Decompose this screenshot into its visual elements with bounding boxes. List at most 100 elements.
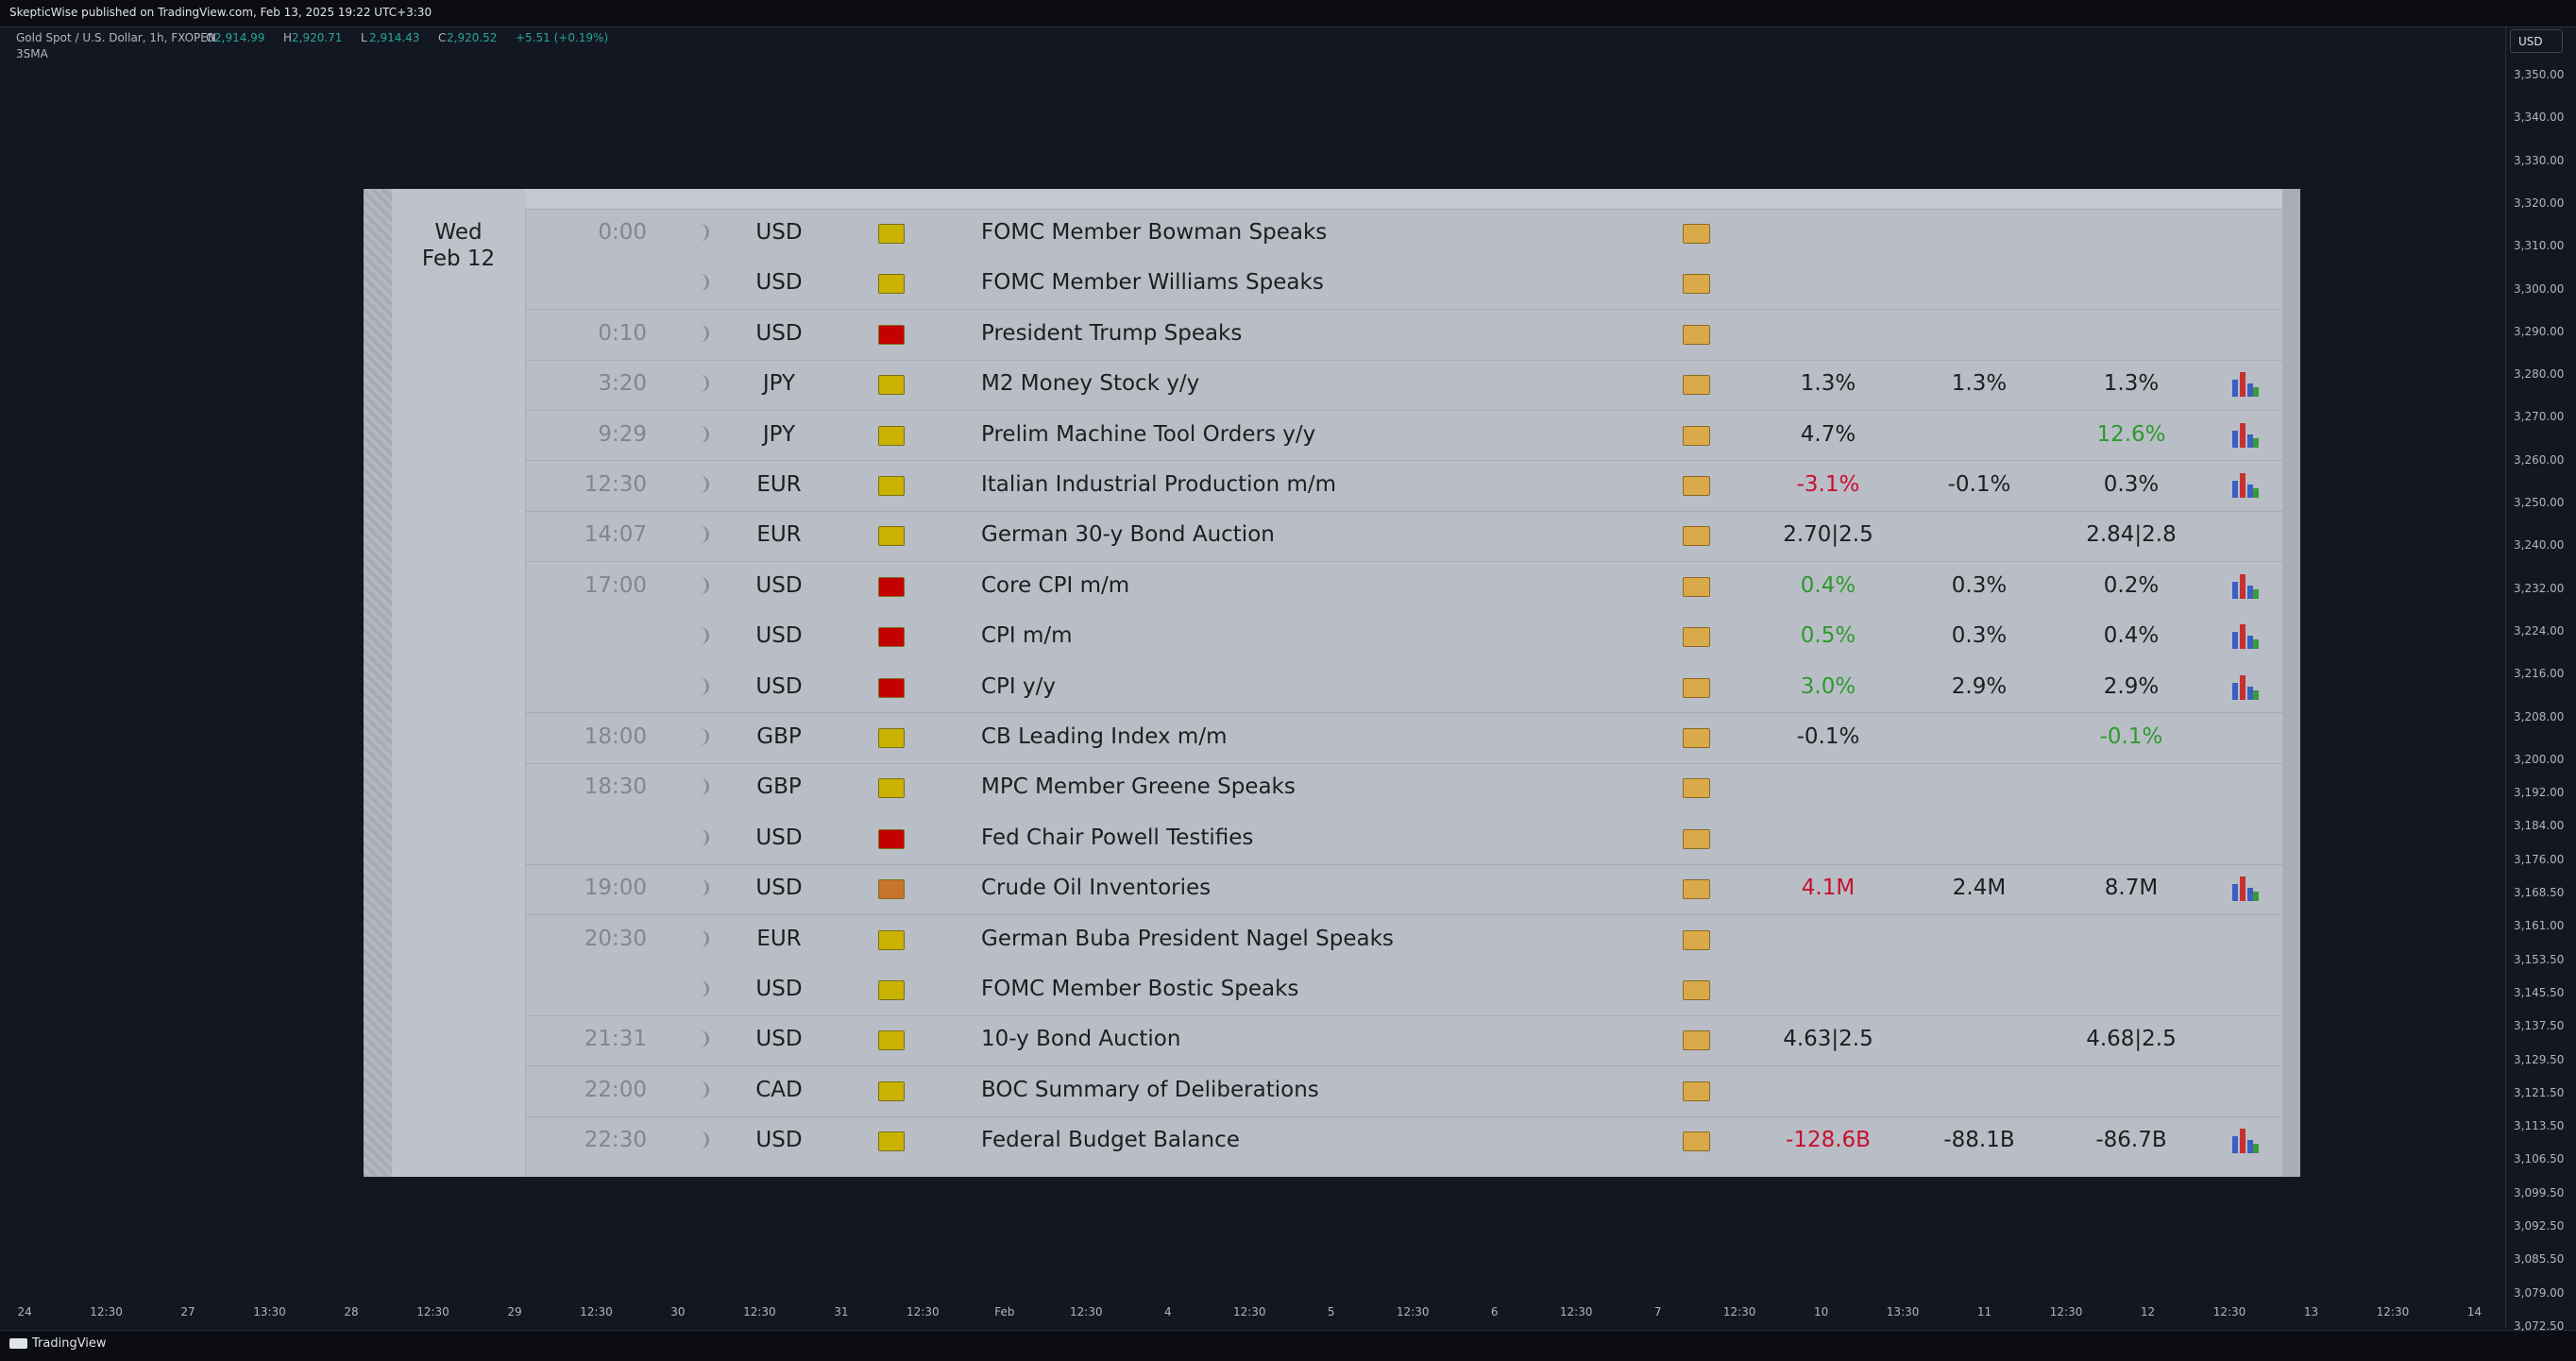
impact-flag [878, 1080, 905, 1101]
folder-icon[interactable] [1683, 980, 1710, 1000]
event-name[interactable]: CB Leading Index m/m [981, 724, 1228, 749]
currency: USD [755, 623, 803, 649]
time-label: 6 [1490, 1305, 1499, 1318]
event-time: 21:31 [584, 1027, 647, 1052]
impact-flag [878, 476, 905, 496]
event-previous: 0.4% [2103, 623, 2160, 649]
event-previous: 4.68|2.5 [2086, 1027, 2177, 1052]
folder-icon[interactable] [1683, 476, 1710, 496]
folder-icon[interactable] [1683, 576, 1710, 597]
event-name[interactable]: FOMC Member Bowman Speaks [981, 220, 1328, 245]
folder-icon[interactable] [1683, 224, 1710, 244]
price-label: 3,300.00 [2514, 281, 2565, 296]
sound-icon [699, 526, 709, 544]
day-column [392, 189, 526, 1177]
event-name[interactable]: Fed Chair Powell Testifies [981, 825, 1254, 850]
chart-icon-bar [2240, 876, 2246, 902]
time-label: 11 [1976, 1305, 1992, 1318]
row-separator [525, 1065, 2282, 1067]
row-separator [525, 1014, 2282, 1016]
chart-icon[interactable] [2230, 473, 2259, 498]
ohlc-value: 2,920.71 [292, 31, 343, 44]
chart-icon[interactable] [2230, 876, 2259, 902]
event-name[interactable]: BOC Summary of Deliberations [981, 1077, 1319, 1102]
event-name[interactable]: German Buba President Nagel Speaks [981, 926, 1394, 951]
time-label: 5 [1327, 1305, 1335, 1318]
folder-icon[interactable] [1683, 425, 1710, 446]
folder-icon[interactable] [1683, 1030, 1710, 1051]
event-name[interactable]: 10-y Bond Auction [981, 1027, 1181, 1052]
event-actual: 0.4% [1800, 572, 1856, 598]
currency: GBP [756, 724, 802, 749]
event-actual: -128.6B [1786, 1128, 1871, 1153]
folder-icon[interactable] [1683, 627, 1710, 648]
chart-icon[interactable] [2230, 674, 2259, 700]
price-label: 3,106.50 [2514, 1152, 2565, 1166]
chart-icon-bar [2253, 488, 2259, 498]
event-forecast: 2.9% [1951, 673, 2008, 699]
folder-icon[interactable] [1683, 828, 1710, 849]
folder-icon[interactable] [1683, 1080, 1710, 1101]
indicator-label: 3SMA [16, 47, 48, 60]
event-name[interactable]: Crude Oil Inventories [981, 876, 1212, 901]
folder-icon[interactable] [1683, 677, 1710, 698]
chart-icon[interactable] [2230, 372, 2259, 398]
chart-icon[interactable] [2230, 1129, 2259, 1154]
chart-icon[interactable] [2230, 573, 2259, 599]
chart-icon[interactable] [2230, 624, 2259, 650]
folder-icon[interactable] [1683, 375, 1710, 396]
event-name[interactable]: Italian Industrial Production m/m [981, 472, 1337, 497]
sound-icon [699, 224, 709, 241]
event-previous: 0.2% [2103, 572, 2160, 598]
sound-icon [699, 425, 709, 443]
row-separator [525, 1115, 2282, 1117]
event-name[interactable]: President Trump Speaks [981, 320, 1243, 346]
time-label: 12:30 [2212, 1305, 2246, 1318]
row-separator [525, 913, 2282, 915]
impact-flag [878, 728, 905, 748]
folder-icon[interactable] [1683, 879, 1710, 900]
sound-icon [699, 1131, 709, 1149]
event-time: 22:30 [584, 1128, 647, 1153]
impact-flag [878, 224, 905, 244]
folder-icon[interactable] [1683, 274, 1710, 295]
event-name[interactable]: MPC Member Greene Speaks [981, 774, 1296, 800]
sound-icon [699, 324, 709, 342]
folder-icon[interactable] [1683, 1131, 1710, 1152]
chart-icon-bar [2232, 481, 2238, 498]
impact-flag [878, 324, 905, 345]
sound-icon [699, 1080, 709, 1098]
chart-icon-bar [2253, 639, 2259, 650]
symbol-text: Gold Spot / U.S. Dollar, 1h, FXOPEN [16, 31, 216, 44]
event-time: 0:00 [598, 220, 647, 245]
folder-icon[interactable] [1683, 324, 1710, 345]
event-name[interactable]: M2 Money Stock y/y [981, 371, 1200, 397]
event-name[interactable]: Core CPI m/m [981, 572, 1130, 598]
time-label: 12:30 [1232, 1305, 1266, 1318]
price-label: 3,099.50 [2514, 1185, 2565, 1199]
time-label: Feb [994, 1305, 1015, 1318]
folder-icon[interactable] [1683, 728, 1710, 748]
scrollbar[interactable] [2282, 189, 2300, 1177]
event-name[interactable]: CPI m/m [981, 623, 1073, 649]
currency-button[interactable]: USD [2510, 29, 2563, 53]
chart-icon[interactable] [2230, 422, 2259, 448]
currency: EUR [756, 926, 802, 951]
currency: USD [755, 673, 803, 699]
impact-flag [878, 879, 905, 900]
time-label: 12:30 [2376, 1305, 2410, 1318]
folder-icon[interactable] [1683, 778, 1710, 799]
event-name[interactable]: FOMC Member Bostic Speaks [981, 977, 1299, 1001]
price-label: 3,330.00 [2514, 153, 2565, 167]
day-name: Wed [434, 220, 483, 245]
folder-icon[interactable] [1683, 929, 1710, 950]
chart-icon-bar [2240, 422, 2246, 448]
event-name[interactable]: German 30-y Bond Auction [981, 522, 1275, 548]
event-name[interactable]: FOMC Member Williams Speaks [981, 270, 1324, 296]
event-name[interactable]: CPI y/y [981, 673, 1056, 699]
folder-icon[interactable] [1683, 526, 1710, 547]
event-name[interactable]: Prelim Machine Tool Orders y/y [981, 421, 1316, 447]
event-name[interactable]: Federal Budget Balance [981, 1128, 1240, 1153]
